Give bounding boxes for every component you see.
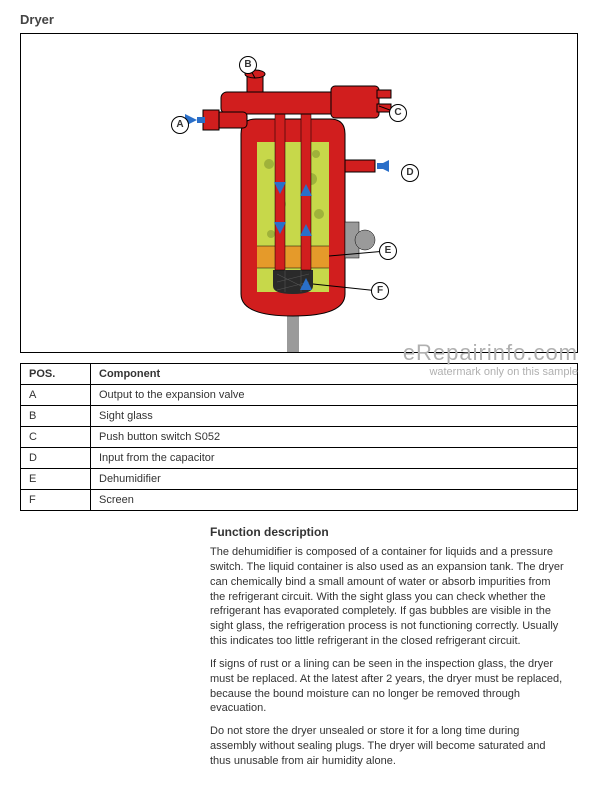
table-cell-pos: B (21, 406, 91, 427)
function-p3: Do not store the dryer unsealed or store… (210, 724, 568, 769)
table-cell-pos: C (21, 427, 91, 448)
function-p2: If signs of rust or a lining can be seen… (210, 657, 568, 716)
diagram-label-c: C (389, 104, 407, 122)
diagram-label-a: A (171, 116, 189, 134)
table-cell-pos: F (21, 490, 91, 511)
diagram-label-b: B (239, 56, 257, 74)
table-cell-pos: E (21, 469, 91, 490)
diagram-label-f: F (371, 282, 389, 300)
table-cell-pos: A (21, 385, 91, 406)
table-cell-component: Sight glass (91, 406, 578, 427)
diagram-label-e: E (379, 242, 397, 260)
table-cell-component: Dehumidifier (91, 469, 578, 490)
table-cell-component: Push button switch S052 (91, 427, 578, 448)
diagram-label-d: D (401, 164, 419, 182)
table-header-component: Component (91, 364, 578, 385)
table-row: DInput from the capacitor (21, 448, 578, 469)
function-heading: Function description (210, 525, 568, 539)
function-p1: The dehumidifier is composed of a contai… (210, 545, 568, 649)
table-cell-component: Output to the expansion valve (91, 385, 578, 406)
dryer-diagram (21, 34, 577, 352)
page-title: Dryer (20, 12, 578, 27)
table-row: AOutput to the expansion valve (21, 385, 578, 406)
table-row: EDehumidifier (21, 469, 578, 490)
diagram-container: A B C D E F (20, 33, 578, 353)
table-cell-component: Input from the capacitor (91, 448, 578, 469)
table-cell-pos: D (21, 448, 91, 469)
function-description: Function description The dehumidifier is… (210, 525, 568, 769)
table-row: CPush button switch S052 (21, 427, 578, 448)
table-header-row: POS. Component (21, 364, 578, 385)
component-table: POS. Component AOutput to the expansion … (20, 363, 578, 511)
table-row: BSight glass (21, 406, 578, 427)
table-row: FScreen (21, 490, 578, 511)
table-cell-component: Screen (91, 490, 578, 511)
table-header-pos: POS. (21, 364, 91, 385)
